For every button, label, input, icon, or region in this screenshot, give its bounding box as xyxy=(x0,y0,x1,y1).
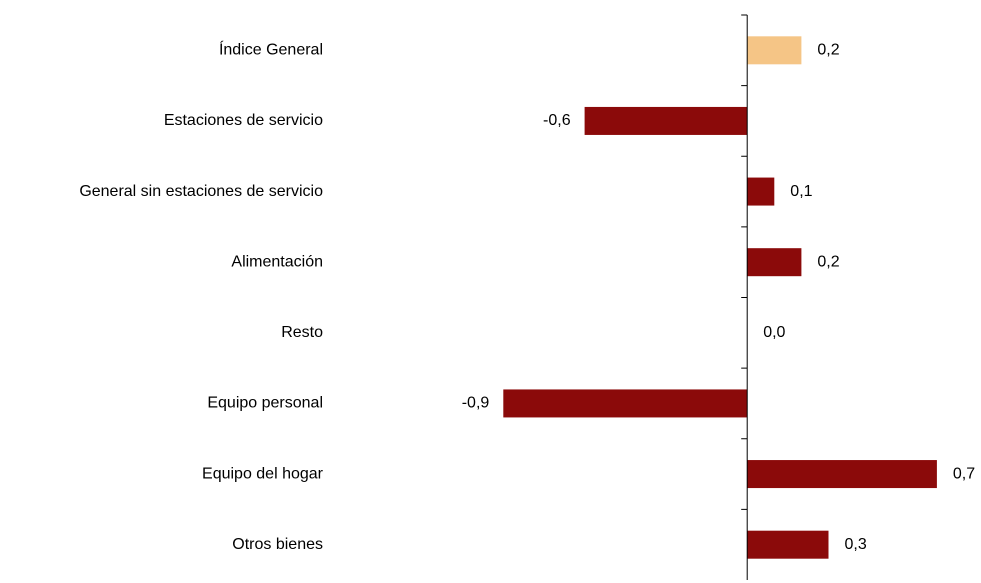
category-label: Alimentación xyxy=(231,253,323,270)
value-label: 0,3 xyxy=(845,536,867,553)
value-label: 0,2 xyxy=(817,42,839,59)
value-label: -0,6 xyxy=(543,112,571,129)
category-label: Equipo personal xyxy=(207,395,323,412)
category-label: General sin estaciones de servicio xyxy=(79,183,323,200)
category-label: Estaciones de servicio xyxy=(164,112,323,129)
value-label: 0,0 xyxy=(763,324,785,341)
bar xyxy=(747,248,802,277)
category-label: Índice General xyxy=(219,40,323,59)
bar xyxy=(747,177,775,206)
category-label: Equipo del hogar xyxy=(202,465,324,482)
bar xyxy=(747,530,829,559)
bar xyxy=(747,460,937,489)
value-label: 0,7 xyxy=(953,465,975,482)
category-label: Otros bienes xyxy=(232,536,323,553)
value-label: -0,9 xyxy=(462,395,490,412)
bar xyxy=(503,389,748,418)
bar xyxy=(584,106,748,135)
value-label: 0,2 xyxy=(817,253,839,270)
bar xyxy=(747,36,802,65)
value-label: 0,1 xyxy=(790,183,812,200)
category-label: Resto xyxy=(281,324,323,341)
